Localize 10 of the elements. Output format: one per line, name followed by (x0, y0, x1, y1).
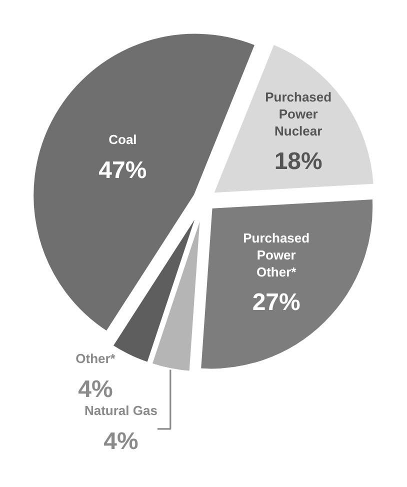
data-label: 27% (252, 289, 300, 316)
data-label: 4% (78, 376, 113, 403)
slice-label: Purchased Power Other* (243, 230, 310, 280)
data-label: 18% (274, 148, 322, 176)
slice-label: Other* (76, 351, 116, 366)
slice-label: Natural Gas (84, 402, 158, 418)
data-label: 4% (104, 428, 138, 455)
data-label: 47% (98, 156, 147, 184)
slice-label: Purchased Power Nuclear (265, 90, 332, 138)
slice-label: Coal (108, 132, 137, 147)
